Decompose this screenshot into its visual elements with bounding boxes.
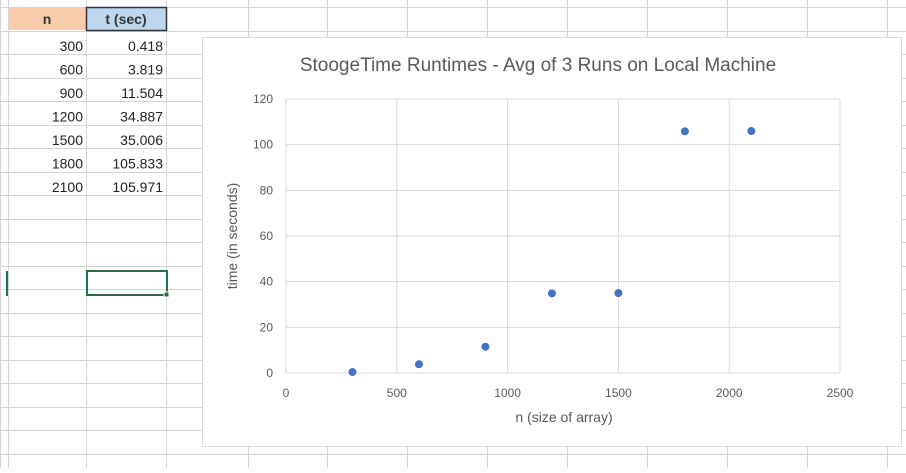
scatter-chart[interactable]: StoogeTime Runtimes - Avg of 3 Runs on L… bbox=[202, 37, 902, 447]
data-point[interactable] bbox=[481, 342, 490, 351]
header-cell[interactable]: n bbox=[43, 11, 52, 27]
cell-t[interactable]: 35.006 bbox=[120, 132, 163, 148]
data-point[interactable] bbox=[614, 289, 623, 298]
cell-t[interactable]: 0.418 bbox=[128, 38, 163, 54]
cell-t[interactable]: 105.833 bbox=[112, 156, 163, 172]
cell-n[interactable]: 2100 bbox=[52, 179, 83, 195]
chart-plot-area: StoogeTime Runtimes - Avg of 3 Runs on L… bbox=[224, 55, 854, 425]
x-tick-label: 0 bbox=[283, 386, 290, 400]
data-point[interactable] bbox=[348, 368, 357, 377]
selected-cell[interactable] bbox=[86, 270, 168, 296]
cell-t[interactable]: 105.971 bbox=[112, 179, 163, 195]
y-tick-label: 100 bbox=[253, 138, 273, 152]
cell-t[interactable]: 11.504 bbox=[121, 85, 163, 101]
x-tick-label: 1500 bbox=[605, 386, 632, 400]
cell-n[interactable]: 1500 bbox=[52, 132, 83, 148]
cell-n[interactable]: 1800 bbox=[52, 156, 83, 172]
data-point[interactable] bbox=[680, 127, 689, 136]
cell-n[interactable]: 600 bbox=[60, 62, 84, 78]
y-tick-label: 80 bbox=[260, 183, 274, 197]
data-point[interactable] bbox=[547, 289, 556, 298]
header-cell-t-border bbox=[85, 6, 168, 32]
y-axis-label: time (in seconds) bbox=[224, 183, 240, 290]
y-tick-label: 120 bbox=[253, 92, 273, 106]
header-cell-n-bg bbox=[8, 7, 86, 30]
cell-n[interactable]: 300 bbox=[60, 38, 84, 54]
x-tick-label: 500 bbox=[387, 386, 407, 400]
header-cell-t-bg bbox=[86, 7, 166, 30]
cell-n[interactable]: 1200 bbox=[52, 109, 83, 125]
data-point[interactable] bbox=[747, 127, 756, 136]
x-tick-label: 2000 bbox=[716, 386, 743, 400]
cell-t[interactable]: 3.819 bbox=[128, 62, 163, 78]
header-cell[interactable]: t (sec) bbox=[105, 11, 146, 27]
y-tick-label: 0 bbox=[266, 366, 273, 380]
y-tick-label: 20 bbox=[260, 320, 274, 334]
cell-n[interactable]: 900 bbox=[60, 85, 84, 101]
y-tick-label: 60 bbox=[260, 229, 274, 243]
data-point[interactable] bbox=[414, 360, 423, 369]
chart-title: StoogeTime Runtimes - Avg of 3 Runs on L… bbox=[300, 55, 776, 76]
y-tick-label: 40 bbox=[260, 275, 274, 289]
x-tick-label: 1000 bbox=[494, 386, 521, 400]
x-axis-label: n (size of array) bbox=[515, 409, 612, 425]
cell-t[interactable]: 34.887 bbox=[120, 109, 163, 125]
x-tick-label: 2500 bbox=[827, 386, 854, 400]
fill-handle[interactable] bbox=[163, 291, 170, 298]
